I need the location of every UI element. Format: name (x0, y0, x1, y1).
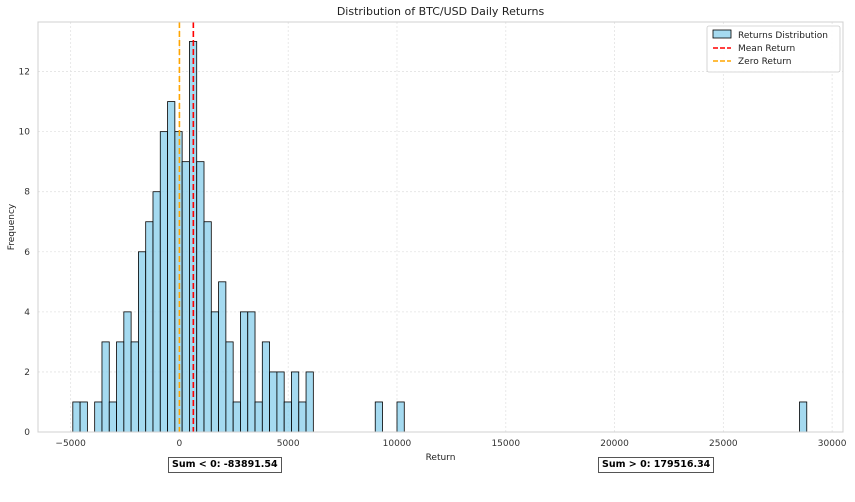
x-tick-label: 5000 (277, 439, 300, 449)
histogram-bar (396, 401, 405, 433)
histogram-bar (240, 311, 249, 433)
x-tick-label: −5000 (55, 439, 86, 449)
histogram-bar (799, 401, 808, 433)
histogram-bar (159, 131, 168, 433)
y-axis-label: Frequency (7, 203, 17, 250)
histogram-bar (261, 341, 271, 433)
histogram-bar (72, 401, 81, 433)
x-tick-label: 20000 (600, 439, 629, 449)
x-tick-label: 15000 (491, 439, 520, 449)
histogram-bar (174, 131, 183, 433)
histogram-bar (276, 371, 285, 433)
x-tick-label: 10000 (383, 439, 412, 449)
x-tick-label: 25000 (709, 439, 738, 449)
histogram-bar (79, 401, 88, 433)
histogram-bar (167, 101, 176, 433)
axes-frame (37, 21, 844, 433)
histogram-bar (232, 401, 241, 433)
histogram-bar (374, 401, 383, 433)
sum-negative-annotation: Sum < 0: -83891.54 (168, 457, 282, 473)
histogram-bar (152, 191, 161, 433)
histogram-bar (269, 371, 278, 433)
legend-patch-returns (712, 29, 732, 39)
histogram-bar (210, 311, 219, 433)
x-axis-label: Return (426, 453, 456, 463)
histogram-bar (181, 161, 190, 433)
histogram-bar (116, 341, 125, 433)
sum-positive-annotation: Sum > 0: 179516.34 (598, 457, 715, 473)
y-tick-label: 8 (24, 188, 30, 198)
histogram-bar (225, 341, 234, 433)
histogram-bar (130, 341, 139, 433)
y-tick-label: 2 (24, 368, 30, 378)
legend-label-returns: Returns Distribution (738, 31, 828, 41)
histogram-bar (254, 401, 263, 433)
histogram-bar (196, 161, 205, 433)
histogram-bar (108, 401, 117, 433)
histogram-bar (283, 401, 292, 433)
y-tick-label: 4 (24, 308, 30, 318)
y-tick-label: 0 (24, 428, 30, 438)
x-tick-label: 0 (177, 439, 183, 449)
histogram-bar (101, 341, 110, 433)
legend-label-mean: Mean Return (738, 44, 795, 54)
histogram-bar (138, 251, 147, 433)
legend-box (706, 25, 841, 73)
y-tick-label: 6 (24, 248, 30, 258)
histogram-bar (298, 401, 307, 433)
x-tick-label: 30000 (818, 439, 847, 449)
chart-title: Distribution of BTC/USD Daily Returns (337, 5, 545, 18)
histogram-bar (247, 311, 256, 433)
y-tick-label: 12 (19, 68, 30, 78)
histogram-bar (123, 311, 132, 433)
histogram-bar (203, 221, 212, 433)
histogram-bar (94, 401, 103, 433)
legend-label-zero: Zero Return (738, 57, 791, 67)
histogram-bar (291, 371, 300, 433)
histogram-bar (218, 281, 227, 433)
histogram-bar (305, 371, 314, 433)
y-tick-label: 10 (19, 128, 31, 138)
histogram-bar (145, 221, 154, 433)
